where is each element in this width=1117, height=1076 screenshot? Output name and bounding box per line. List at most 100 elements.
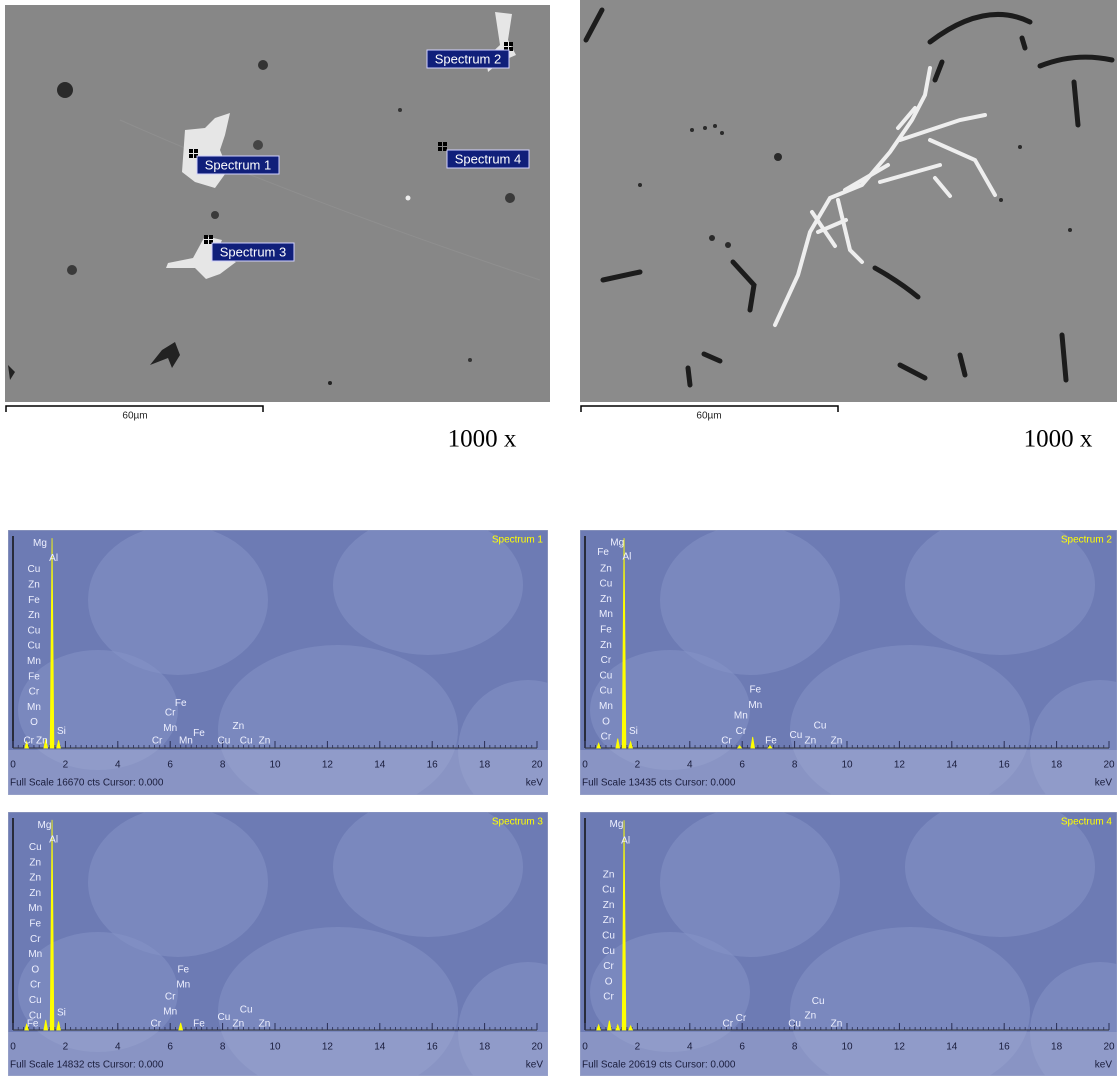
spectrum-panel: 0 2 4 6 8 10 12 14 16 18 20MgAlCuZnZnZnMnFeCrMnOCr… xyxy=(8,812,548,1076)
element-label: Zn xyxy=(603,869,615,880)
element-label: Cr xyxy=(601,732,612,743)
background-blob xyxy=(458,680,548,795)
element-label: Cu xyxy=(790,730,803,741)
background-blob xyxy=(218,927,458,1076)
x-tick-label: 2 xyxy=(63,1042,69,1053)
footer-band xyxy=(8,750,548,795)
element-label: Cu xyxy=(28,564,41,575)
element-label: Fe xyxy=(765,736,777,747)
x-axis-label: keV xyxy=(526,1060,544,1071)
peak xyxy=(628,740,633,749)
x-tick-label: 12 xyxy=(894,760,906,771)
x-axis-label: keV xyxy=(1095,1060,1113,1071)
element-label: Al xyxy=(49,553,58,564)
peak xyxy=(736,744,743,749)
element-label: Si xyxy=(629,726,638,737)
element-label: Zn xyxy=(259,736,271,747)
x-tick-label: 10 xyxy=(269,760,281,771)
element-label: O xyxy=(602,716,610,727)
element-label: Al xyxy=(621,835,630,846)
element-label: Si xyxy=(57,1007,66,1018)
footer: Full Scale 16670 cts Cursor: 0.000 xyxy=(10,778,164,789)
element-label: Cu xyxy=(600,579,613,590)
element-label: Cr xyxy=(601,655,612,666)
element-label: Cu xyxy=(29,1010,42,1021)
element-label: Mn xyxy=(27,656,41,667)
scale-bar-label: 60µm xyxy=(122,411,147,422)
element-label: Mg xyxy=(609,819,623,830)
spectrum-label: Spectrum 4 xyxy=(455,151,521,166)
element-label: Zn xyxy=(804,1011,816,1022)
element-label: Cu xyxy=(602,946,615,957)
element-label: Zn xyxy=(29,888,41,899)
element-label: Cu xyxy=(29,995,42,1006)
x-tick-label: 4 xyxy=(115,1042,121,1053)
element-label: Fe xyxy=(177,964,189,975)
element-label: Cr xyxy=(736,726,747,737)
footer-band xyxy=(8,1032,548,1076)
element-label: Zn xyxy=(600,594,612,605)
element-label: Mg xyxy=(33,538,47,549)
x-tick-label: 18 xyxy=(1051,1042,1063,1053)
background-blob xyxy=(590,650,750,770)
magnification: 1000 x xyxy=(448,426,517,453)
background-blob xyxy=(905,812,1095,937)
element-label: Mn xyxy=(179,736,193,747)
element-label: Cr xyxy=(29,687,40,698)
element-label: Fe xyxy=(27,1019,39,1030)
element-label: Cr xyxy=(721,736,732,747)
background-blob xyxy=(333,530,523,655)
x-tick-label: 0 xyxy=(10,1042,16,1053)
x-tick-label: 4 xyxy=(687,760,693,771)
scale-bar xyxy=(580,405,839,412)
spectrum-title: Spectrum 4 xyxy=(1061,817,1113,828)
x-tick-label: 20 xyxy=(531,1042,543,1053)
x-tick-label: 8 xyxy=(792,1042,798,1053)
magnification: 1000 x xyxy=(1024,426,1093,453)
x-tick-label: 14 xyxy=(374,760,386,771)
x-tick-label: 10 xyxy=(269,1042,281,1053)
background-blob xyxy=(905,530,1095,655)
x-tick-label: 18 xyxy=(479,1042,491,1053)
x-tick-label: 12 xyxy=(322,1042,334,1053)
spectrum-label: Spectrum 2 xyxy=(435,51,501,66)
x-tick-label: 10 xyxy=(841,760,853,771)
element-label: Fe xyxy=(597,547,609,558)
element-label: Zn xyxy=(28,610,40,621)
element-label: O xyxy=(31,964,39,975)
element-label: Zn xyxy=(29,873,41,884)
background-blob xyxy=(660,812,840,957)
spectrum-panel: 0 2 4 6 8 10 12 14 16 18 20FeMgAlZnCuZnMnFeZnCrCuC… xyxy=(580,530,1117,795)
footer: Full Scale 20619 cts Cursor: 0.000 xyxy=(582,1060,736,1071)
background-blob xyxy=(333,812,523,937)
element-label: Al xyxy=(49,835,58,846)
x-tick-label: 14 xyxy=(946,1042,958,1053)
background-blob xyxy=(1030,680,1117,795)
element-label: Cr xyxy=(165,991,176,1002)
element-label: Fe xyxy=(749,685,761,696)
x-tick-label: 16 xyxy=(999,1042,1011,1053)
background-blob xyxy=(790,927,1030,1076)
element-label: Cr xyxy=(723,1018,734,1029)
x-tick-label: 8 xyxy=(792,760,798,771)
x-axis-label: keV xyxy=(1095,778,1113,789)
background-blob xyxy=(790,645,1030,795)
background-blob xyxy=(458,962,548,1076)
element-label: Cr xyxy=(603,961,614,972)
x-tick-label: 14 xyxy=(374,1042,386,1053)
peak xyxy=(750,736,755,749)
element-label: Cu xyxy=(602,885,615,896)
peak xyxy=(621,820,627,1031)
peak xyxy=(596,742,602,749)
element-label: Cu xyxy=(240,736,253,747)
element-label: Cr xyxy=(30,934,41,945)
peak xyxy=(607,1020,612,1031)
element-label: Cr xyxy=(165,708,176,719)
element-label: Mn xyxy=(599,701,613,712)
element-label: Mn xyxy=(28,903,42,914)
x-tick-label: 12 xyxy=(894,1042,906,1053)
element-label: Cu xyxy=(600,670,613,681)
background-blob xyxy=(660,530,840,675)
element-label: Zn xyxy=(831,736,843,747)
